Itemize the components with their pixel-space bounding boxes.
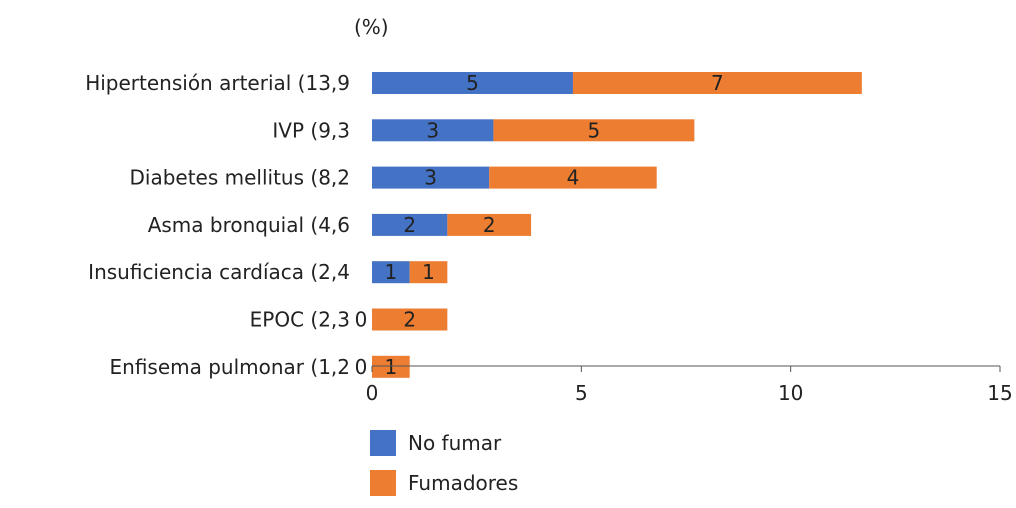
data-label: 5 [466, 71, 479, 95]
bar-no-fumar [372, 261, 410, 284]
data-label: 1 [384, 355, 397, 379]
legend-item-no-fumar: No fumar [370, 428, 518, 458]
bar-no-fumar [372, 166, 490, 189]
bars [372, 72, 862, 378]
category-label: Hipertensión arterial (13,9 [85, 71, 350, 95]
data-label: 7 [711, 71, 724, 95]
category-label: Insuficiencia cardíaca (2,4 [88, 260, 350, 284]
data-label: 1 [422, 260, 435, 284]
bar-fumadores [572, 72, 862, 94]
bar-fumadores [372, 308, 448, 331]
data-label: 5 [588, 118, 601, 142]
x-tick-label: 5 [575, 381, 588, 405]
category-label: EPOC (2,3 [250, 308, 350, 332]
category-labels: Hipertensión arterial (13,9 IVP (9,3 Diabe… [85, 71, 350, 379]
bar-fumadores [372, 355, 410, 378]
category-label: Diabetes mellitus (8,2 [130, 166, 351, 190]
x-tick-label: 10 [778, 381, 803, 405]
bar-no-fumar [372, 119, 494, 142]
data-label: 2 [483, 213, 496, 237]
legend: No fumar Fumadores [370, 428, 518, 508]
legend-item-fumadores: Fumadores [370, 468, 518, 498]
legend-swatch-fumadores [370, 470, 396, 496]
data-label: 3 [424, 166, 437, 190]
bar-no-fumar [372, 213, 448, 236]
bar-labels: 5 73 53 42 21 10 20 1 [355, 71, 724, 379]
category-label: Enfisema pulmonar (1,2 [110, 355, 351, 379]
data-label: 3 [426, 118, 439, 142]
legend-label-fumadores: Fumadores [408, 471, 519, 495]
legend-swatch-no-fumar [370, 430, 396, 456]
bar-fumadores [409, 261, 448, 284]
legend-label-no-fumar: No fumar [408, 431, 502, 455]
bar-fumadores [447, 213, 532, 236]
bar-no-fumar [372, 72, 573, 94]
data-label: 0 [355, 355, 368, 379]
bar-fumadores [489, 166, 657, 189]
data-label: 4 [567, 166, 580, 190]
data-label: 1 [384, 260, 397, 284]
data-label: 0 [355, 308, 368, 332]
x-tick-label: 0 [366, 381, 379, 405]
category-label: Asma bronquial (4,6 [148, 213, 350, 237]
x-axis: 0 5 10 15 [366, 365, 1013, 405]
data-label: 2 [403, 308, 416, 332]
x-tick-label: 15 [987, 381, 1012, 405]
unit-label: (%) [354, 15, 389, 39]
bar-fumadores [493, 119, 695, 142]
category-label: IVP (9,3 [272, 118, 350, 142]
data-label: 2 [403, 213, 416, 237]
